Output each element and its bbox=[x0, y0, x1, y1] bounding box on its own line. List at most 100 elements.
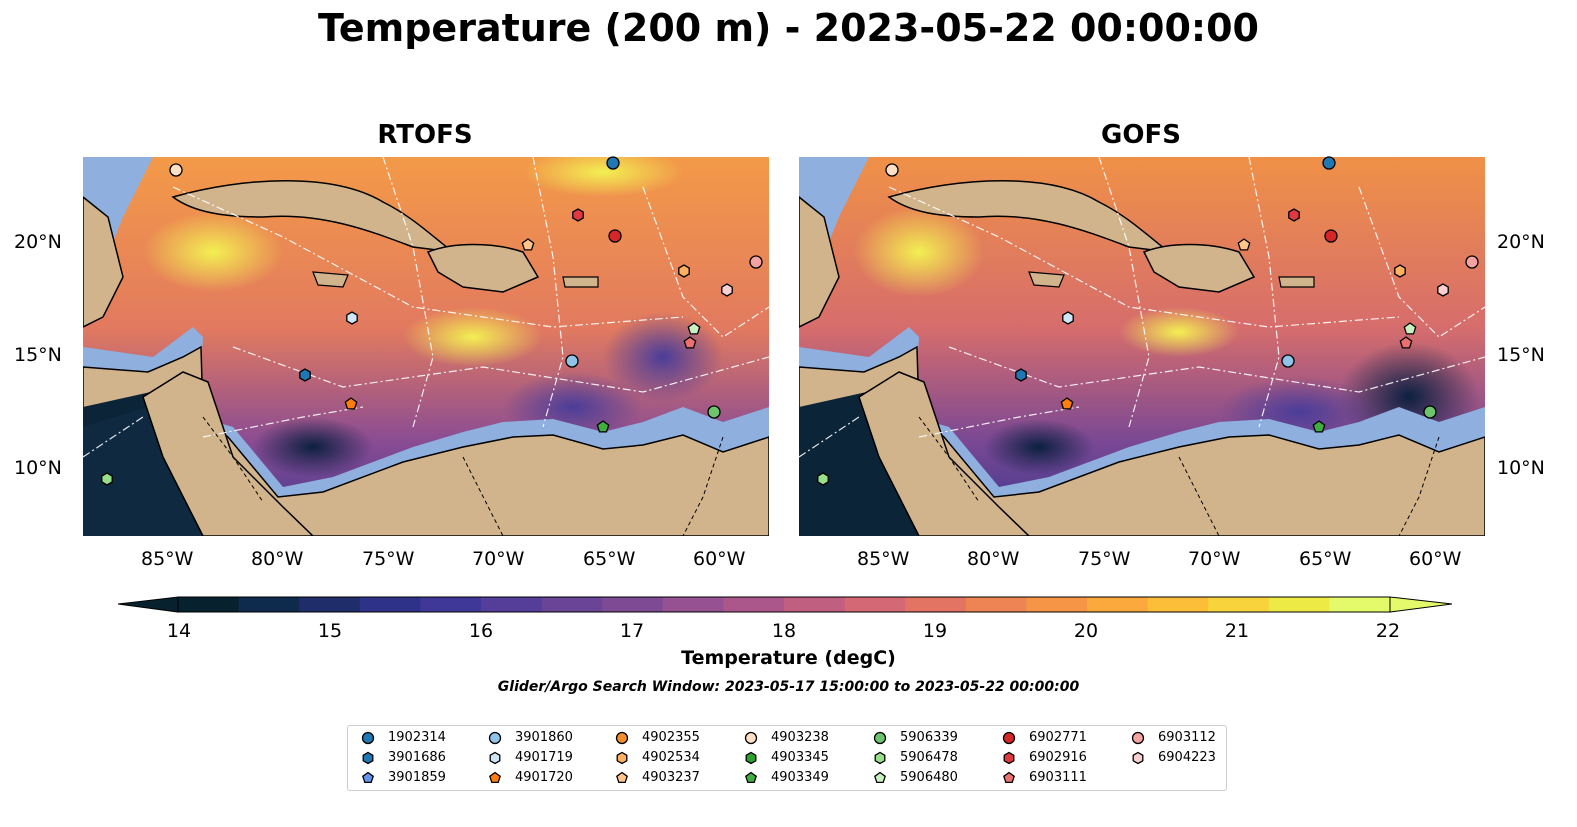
float-marker-4903237 bbox=[1237, 238, 1251, 251]
colorbar-segment bbox=[784, 597, 846, 612]
colorbar-tick-18: 18 bbox=[771, 620, 797, 642]
circle-marker-icon bbox=[873, 731, 887, 745]
float-marker-6903112 bbox=[1465, 255, 1479, 269]
colorbar-segment bbox=[844, 597, 906, 612]
colorbar-segment bbox=[662, 597, 724, 612]
legend-item-label: 1902314 bbox=[388, 730, 446, 745]
colorbar-segment bbox=[481, 597, 543, 612]
lat-label-right-20: 20°N bbox=[1497, 231, 1545, 253]
float-marker-1902314 bbox=[1322, 156, 1336, 170]
legend-item-label: 6903112 bbox=[1158, 730, 1216, 745]
float-marker-4903237 bbox=[521, 238, 535, 251]
pentagon-marker-icon bbox=[1003, 771, 1015, 784]
legend-item-label: 3901686 bbox=[388, 750, 446, 765]
hexagon-marker-icon bbox=[874, 751, 886, 765]
lon-label-right-75: 75°W bbox=[1078, 548, 1131, 570]
float-marker-4903349 bbox=[596, 420, 610, 433]
search-window-caption: Glider/Argo Search Window: 2023-05-17 15… bbox=[497, 679, 1080, 695]
colorbar-tick-16: 16 bbox=[468, 620, 494, 642]
float-marker-4903238 bbox=[885, 163, 899, 177]
map-panel-rtofs bbox=[83, 157, 769, 536]
float-marker-5906480 bbox=[1403, 322, 1417, 335]
float-marker-4902534 bbox=[1394, 264, 1406, 278]
hexagon-marker-icon bbox=[616, 751, 628, 765]
colorbar-tick-22: 22 bbox=[1375, 620, 1401, 642]
lon-label-right-70: 70°W bbox=[1188, 548, 1241, 570]
colorbar-segment bbox=[723, 597, 785, 612]
float-marker-6902916 bbox=[572, 208, 584, 222]
float-marker-5906339 bbox=[1423, 405, 1437, 419]
colorbar-segment bbox=[1026, 597, 1088, 612]
legend-item-label: 4901720 bbox=[515, 770, 573, 785]
colorbar-segment bbox=[1208, 597, 1270, 612]
float-marker-6903112 bbox=[749, 255, 763, 269]
float-marker-4903238 bbox=[169, 163, 183, 177]
pentagon-marker-icon bbox=[874, 771, 886, 784]
colorbar-segment bbox=[299, 597, 361, 612]
hexagon-marker-icon bbox=[745, 751, 757, 765]
circle-marker-icon bbox=[488, 731, 502, 745]
page-title: Temperature (200 m) - 2023-05-22 00:00:0… bbox=[317, 6, 1259, 50]
lon-label-left-65: 65°W bbox=[583, 548, 636, 570]
legend-item-label: 4903237 bbox=[642, 770, 700, 785]
panel-title-gofs: GOFS bbox=[1101, 120, 1181, 150]
colorbar-extend-low bbox=[118, 596, 179, 613]
float-marker-5906478 bbox=[101, 472, 113, 486]
circle-marker-icon bbox=[361, 731, 375, 745]
circle-marker-icon bbox=[1002, 731, 1016, 745]
float-marker-6902771 bbox=[608, 229, 622, 243]
float-marker-3901860 bbox=[565, 354, 579, 368]
legend-item-label: 3901860 bbox=[515, 730, 573, 745]
float-marker-1902314 bbox=[606, 156, 620, 170]
lon-label-left-85: 85°W bbox=[141, 548, 194, 570]
lat-label-left-20: 20°N bbox=[14, 231, 62, 253]
colorbar-segment bbox=[1087, 597, 1149, 612]
legend-item-label: 4902534 bbox=[642, 750, 700, 765]
colorbar-label: Temperature (degC) bbox=[681, 647, 896, 669]
colorbar-segment bbox=[1147, 597, 1209, 612]
pentagon-marker-icon bbox=[489, 771, 501, 784]
float-marker-5906480 bbox=[687, 322, 701, 335]
colorbar-segment bbox=[178, 597, 240, 612]
hexagon-marker-icon bbox=[489, 751, 501, 765]
legend-item-label: 5906478 bbox=[900, 750, 958, 765]
float-marker-3901860 bbox=[1281, 354, 1295, 368]
hexagon-marker-icon bbox=[362, 751, 374, 765]
colorbar-tick-15: 15 bbox=[317, 620, 343, 642]
float-marker-3901686 bbox=[299, 368, 311, 382]
float-marker-4901720 bbox=[344, 397, 358, 410]
pentagon-marker-icon bbox=[745, 771, 757, 784]
colorbar-tick-14: 14 bbox=[166, 620, 192, 642]
legend-item-label: 6903111 bbox=[1029, 770, 1087, 785]
lon-label-right-85: 85°W bbox=[857, 548, 910, 570]
hexagon-marker-icon bbox=[1132, 751, 1144, 765]
colorbar-tick-20: 20 bbox=[1073, 620, 1099, 642]
legend-item-label: 5906339 bbox=[900, 730, 958, 745]
lon-label-left-70: 70°W bbox=[472, 548, 525, 570]
colorbar-segment bbox=[420, 597, 482, 612]
legend-item-label: 4903349 bbox=[771, 770, 829, 785]
circle-marker-icon bbox=[615, 731, 629, 745]
legend-item-label: 4903345 bbox=[771, 750, 829, 765]
legend-item-label: 3901859 bbox=[388, 770, 446, 785]
colorbar-tick-19: 19 bbox=[922, 620, 948, 642]
colorbar-segment bbox=[238, 597, 300, 612]
lat-label-right-10: 10°N bbox=[1497, 457, 1545, 479]
float-marker-6904223 bbox=[721, 283, 733, 297]
colorbar-segment bbox=[905, 597, 967, 612]
legend-item-label: 6904223 bbox=[1158, 750, 1216, 765]
colorbar-tick-21: 21 bbox=[1224, 620, 1250, 642]
colorbar bbox=[118, 596, 1452, 613]
lon-label-left-80: 80°W bbox=[251, 548, 304, 570]
colorbar-segment bbox=[602, 597, 664, 612]
circle-marker-icon bbox=[744, 731, 758, 745]
float-marker-3901686 bbox=[1015, 368, 1027, 382]
float-marker-6902916 bbox=[1288, 208, 1300, 222]
float-legend: 1902314 3901686 3901859 3901860 4901719 49017… bbox=[347, 725, 1227, 791]
lon-label-right-60: 60°W bbox=[1409, 548, 1462, 570]
colorbar-segment bbox=[965, 597, 1027, 612]
circle-marker-icon bbox=[1131, 731, 1145, 745]
float-marker-6902771 bbox=[1324, 229, 1338, 243]
lat-label-right-15: 15°N bbox=[1497, 344, 1545, 366]
colorbar-segment bbox=[541, 597, 603, 612]
